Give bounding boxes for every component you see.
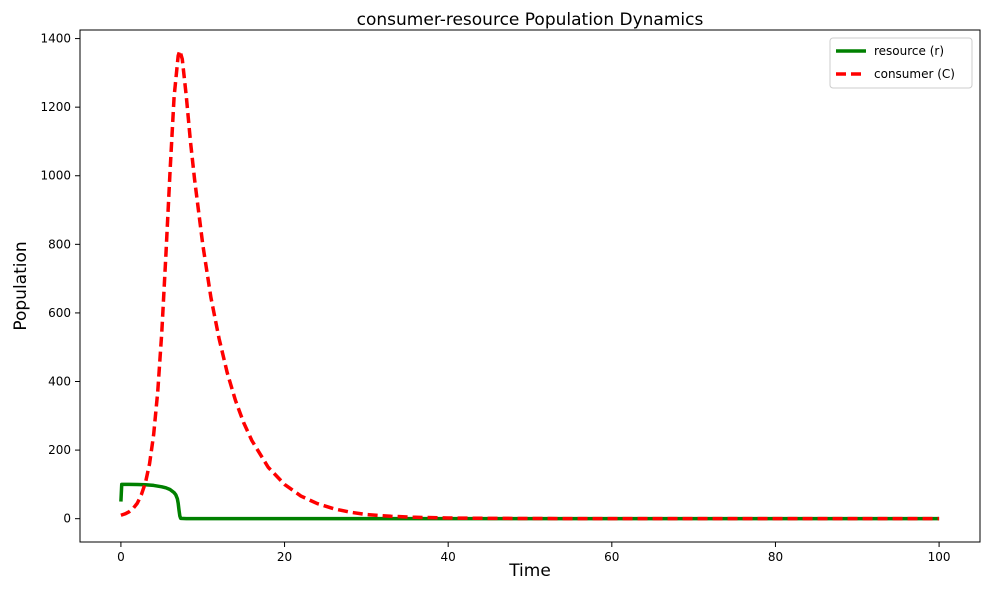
x-tick-label: 40 (441, 550, 456, 564)
y-tick-label: 800 (48, 237, 71, 251)
y-tick-label: 1400 (40, 32, 71, 46)
y-axis-ticks: 0 200 400 600 800 1000 1200 1400 (40, 32, 80, 526)
y-tick-label: 200 (48, 443, 71, 457)
series-line-resource (119, 482, 940, 521)
x-tick-label: 80 (768, 550, 783, 564)
x-tick-label: 0 (117, 550, 125, 564)
legend: resource (r) consumer (C) (829, 37, 973, 89)
x-tick-label: 20 (277, 550, 292, 564)
series-layer (119, 48, 940, 521)
y-tick-label: 400 (48, 375, 71, 389)
x-axis-ticks: 0 20 40 60 80 100 (117, 542, 951, 564)
x-tick-label: 100 (928, 550, 951, 564)
series-line-consumer (120, 48, 940, 521)
x-tick-label: 60 (604, 550, 619, 564)
legend-label-consumer: consumer (C) (874, 67, 955, 81)
plot-area (79, 29, 981, 543)
y-axis-label: Population (11, 241, 31, 330)
legend-label-resource: resource (r) (874, 44, 944, 58)
y-tick-label: 1000 (40, 169, 71, 183)
y-tick-label: 1200 (40, 100, 71, 114)
chart-title: consumer-resource Population Dynamics (357, 10, 704, 30)
y-tick-label: 600 (48, 306, 71, 320)
x-axis-label: Time (508, 561, 551, 581)
y-tick-label: 0 (63, 512, 71, 526)
